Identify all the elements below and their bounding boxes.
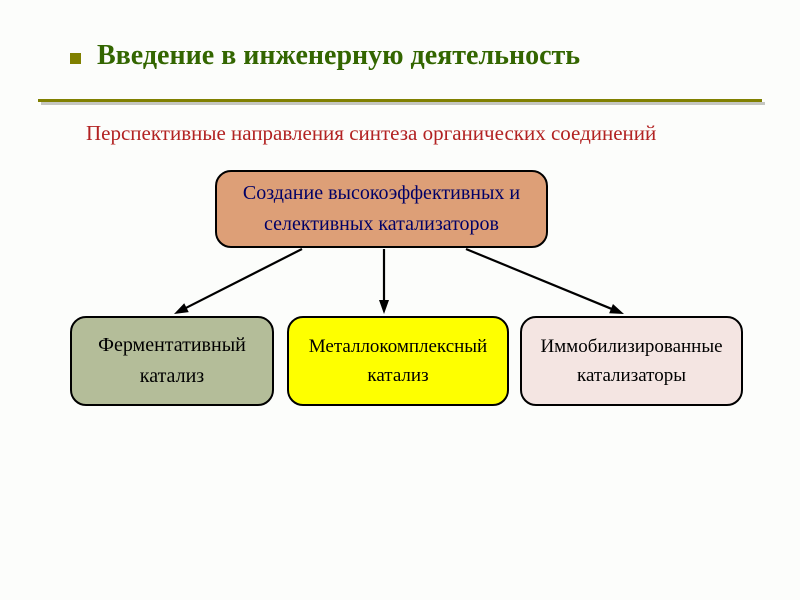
divider-shadow: [41, 102, 765, 105]
center-node: Металлокомплексный катализ: [287, 316, 509, 406]
left-node-line1: Ферментативный: [98, 330, 246, 361]
center-node-line2: катализ: [367, 361, 428, 390]
right-node-line2: катализаторы: [577, 361, 686, 390]
divider-line: [38, 99, 762, 102]
center-node-line1: Металлокомплексный: [309, 332, 487, 361]
slide-title: Введение в инженерную деятельность: [97, 40, 580, 72]
root-node: Создание высокоэффективных и селективных…: [215, 170, 548, 248]
left-node: Ферментативный катализ: [70, 316, 274, 406]
arrows-layer: [0, 0, 800, 600]
slide-subtitle: Перспективные направления синтеза органи…: [86, 121, 656, 146]
left-node-line2: катализ: [140, 361, 204, 392]
title-bullet: [70, 53, 81, 64]
root-node-line1: Создание высокоэффективных и: [243, 178, 520, 209]
root-node-line2: селективных катализаторов: [264, 209, 499, 240]
right-node-line1: Иммобилизированные: [540, 332, 722, 361]
right-node: Иммобилизированные катализаторы: [520, 316, 743, 406]
